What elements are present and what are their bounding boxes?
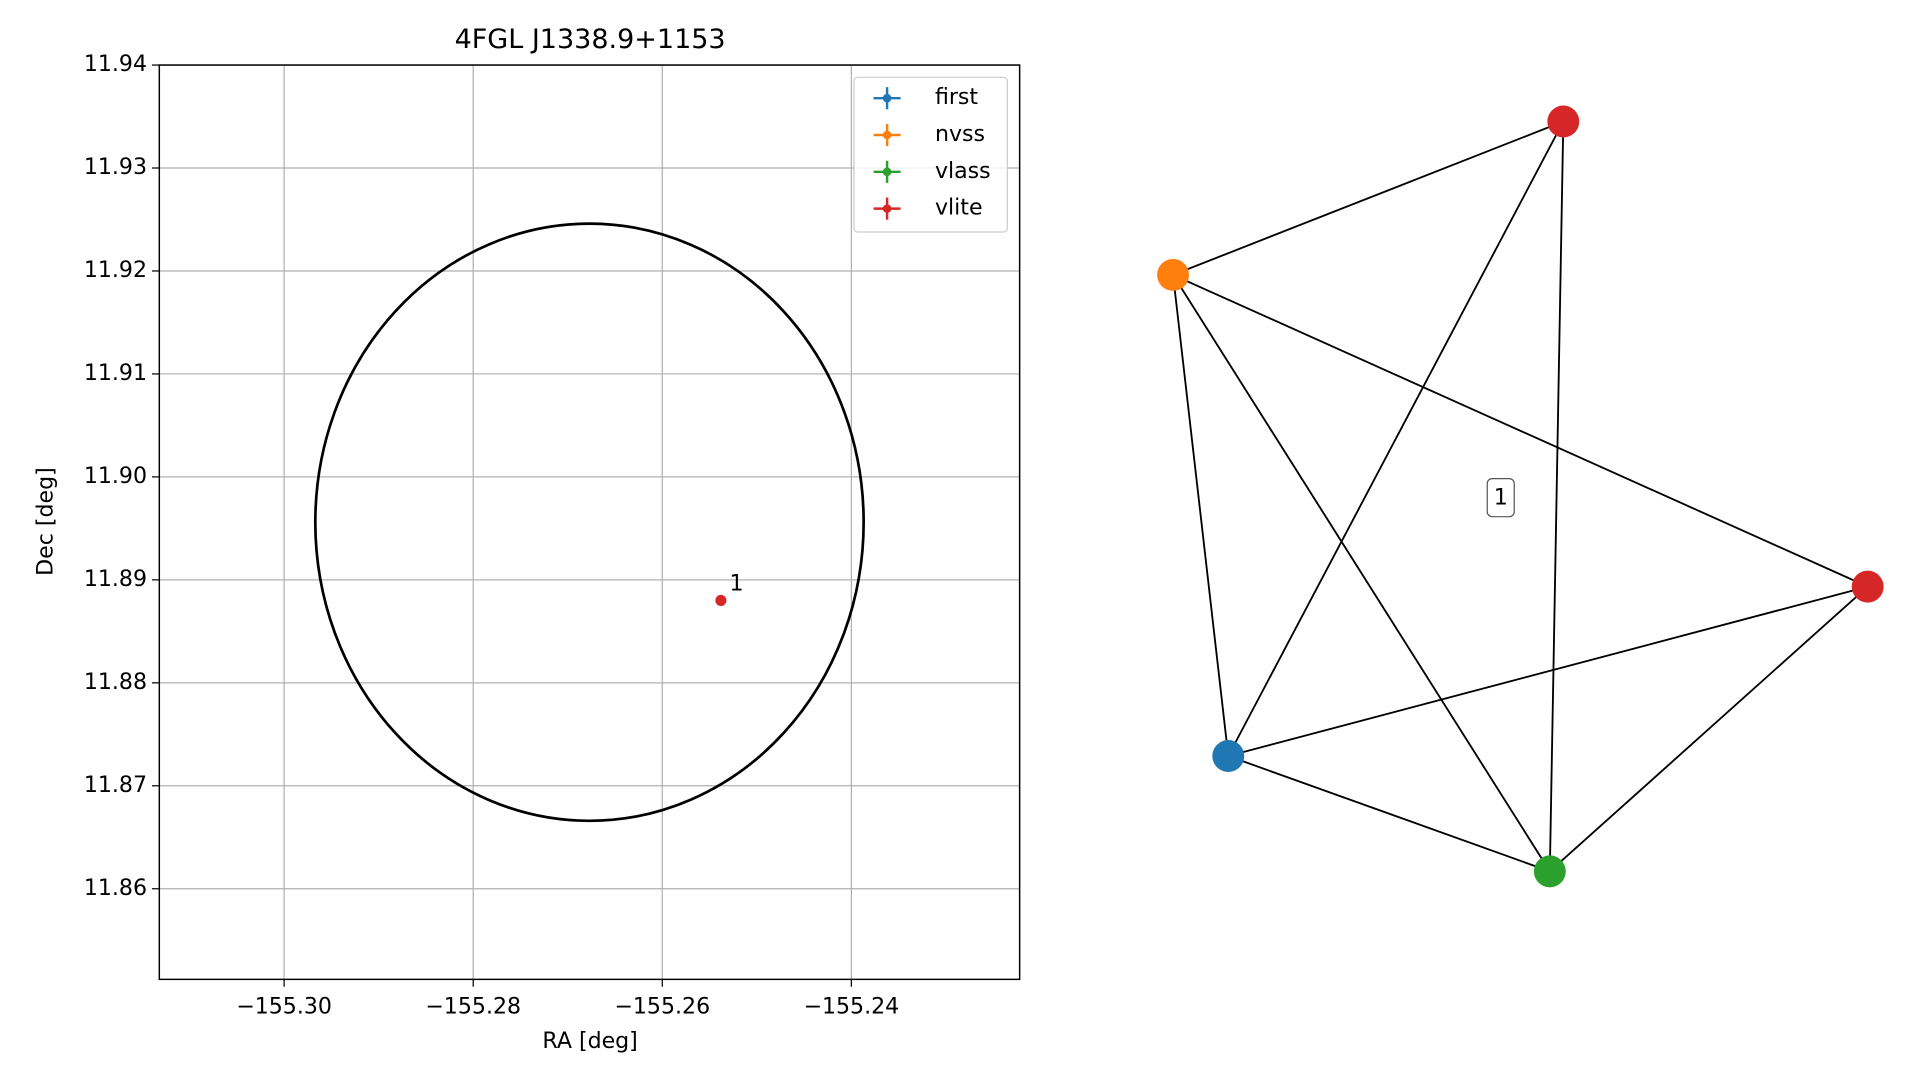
x-tick-label: −155.26 (614, 994, 710, 1020)
x-tick-label: −155.28 (425, 994, 521, 1020)
node (1533, 855, 1566, 888)
legend-label: vlass (935, 158, 991, 184)
node (1212, 740, 1245, 772)
x-axis-label: RA [deg] (542, 1028, 637, 1054)
y-tick-label: 11.87 (84, 772, 147, 798)
y-axis-label: Dec [deg] (32, 467, 58, 576)
node (1851, 570, 1884, 603)
edge (1172, 274, 1869, 588)
error-circle (313, 222, 865, 823)
y-tick-label: 11.86 (84, 875, 147, 901)
chart-title: 4FGL J1338.9+1153 (455, 24, 726, 55)
point (715, 594, 727, 606)
legend-marker (882, 167, 892, 177)
edge (1227, 121, 1565, 757)
legend-marker (882, 204, 892, 213)
x-tick-label: −155.30 (236, 994, 332, 1020)
legend-marker (882, 130, 892, 140)
legend-marker (882, 93, 892, 103)
y-tick-label: 11.89 (84, 566, 147, 592)
edge (1227, 755, 1551, 873)
y-tick-label: 11.92 (84, 257, 147, 283)
edge (1548, 121, 1565, 872)
y-tick-label: 11.90 (84, 463, 147, 489)
node (1547, 105, 1580, 138)
y-tick-label: 11.93 (84, 154, 147, 180)
legend-label: vlite (935, 195, 983, 221)
y-tick-label: 11.88 (84, 669, 147, 695)
node (1157, 258, 1189, 291)
plot-frame (158, 64, 1021, 981)
edge (1228, 585, 1868, 757)
edge (1172, 274, 1551, 872)
x-tick-label: −155.24 (803, 994, 899, 1020)
graph-label: 1 (1494, 484, 1508, 510)
y-tick-label: 11.91 (84, 360, 147, 386)
point-label: 1 (729, 571, 743, 597)
edge (1549, 585, 1869, 873)
legend-label: nvss (935, 121, 985, 147)
legend-label: first (935, 84, 978, 110)
label-box (1486, 478, 1515, 518)
edge (1172, 274, 1230, 757)
legend-box (853, 76, 1008, 233)
y-tick-label: 11.94 (84, 51, 147, 77)
edge (1172, 120, 1564, 276)
